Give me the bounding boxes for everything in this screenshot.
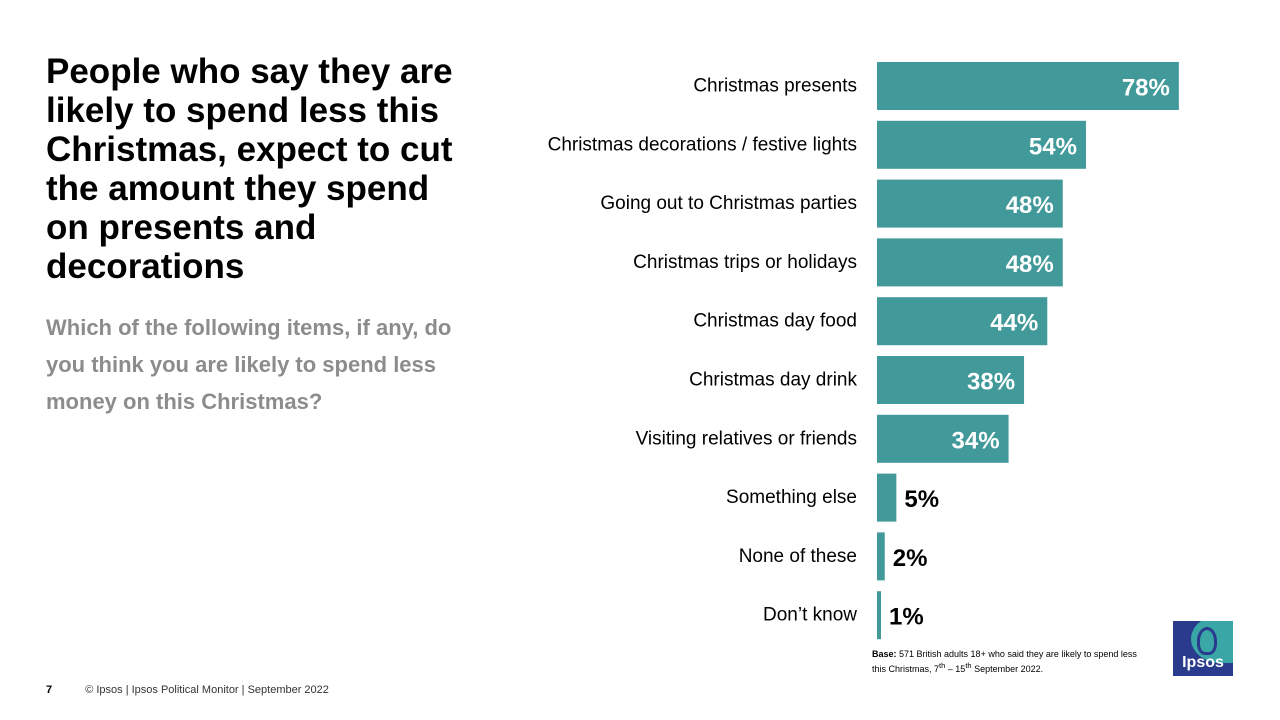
bar [877,414,1009,463]
logo-head-icon [1197,627,1217,655]
data-label: 44% [990,310,1038,337]
category-label: Don’t know [763,605,857,626]
data-label: 38% [967,369,1015,396]
category-label: None of these [739,546,857,567]
category-label: Christmas presents [693,76,857,97]
data-label: 78% [1122,75,1170,102]
bar [877,591,881,640]
data-label: 5% [904,486,939,513]
category-label: Visiting relatives or friends [636,428,857,449]
base-note-text: 571 British adults 18+ who said they are… [872,649,1137,674]
bar [877,532,885,581]
bar [877,473,897,522]
category-label: Something else [726,487,857,508]
base-note: Base: 571 British adults 18+ who said th… [872,648,1152,675]
bar [877,356,1025,404]
footer: 7 © Ipsos | Ipsos Political Monitor | Se… [46,684,329,696]
logo-text: Ipsos [1182,654,1224,671]
category-label: Going out to Christmas parties [600,193,857,214]
category-label: Christmas trips or holidays [633,252,857,273]
data-label: 48% [1006,251,1054,278]
ipsos-logo: Ipsos [1173,621,1233,676]
survey-question: Which of the following items, if any, do… [46,315,452,414]
base-note-label: Base: [872,649,897,659]
base-note-text: September 2022. [971,664,1044,674]
bar [877,62,1179,110]
page-title: People who say they are likely to spend … [46,52,453,286]
category-label: Christmas day drink [689,370,857,391]
bar [877,297,1048,346]
base-note-sup: th [939,661,946,670]
category-label: Christmas decorations / festive lights [548,134,857,155]
data-label: 34% [952,427,1000,454]
base-note-sup: th [965,661,972,670]
category-label: Christmas day food [693,311,857,332]
bar [877,120,1086,169]
data-label: 48% [1006,192,1054,219]
base-note-text: – 15 [945,664,966,674]
data-label: 54% [1029,133,1077,160]
bar [877,179,1063,228]
footer-text: © Ipsos | Ipsos Political Monitor | Sept… [85,684,329,696]
page-number: 7 [46,684,53,696]
data-label: 1% [889,604,924,631]
bar [877,238,1063,287]
data-label: 2% [893,545,928,572]
